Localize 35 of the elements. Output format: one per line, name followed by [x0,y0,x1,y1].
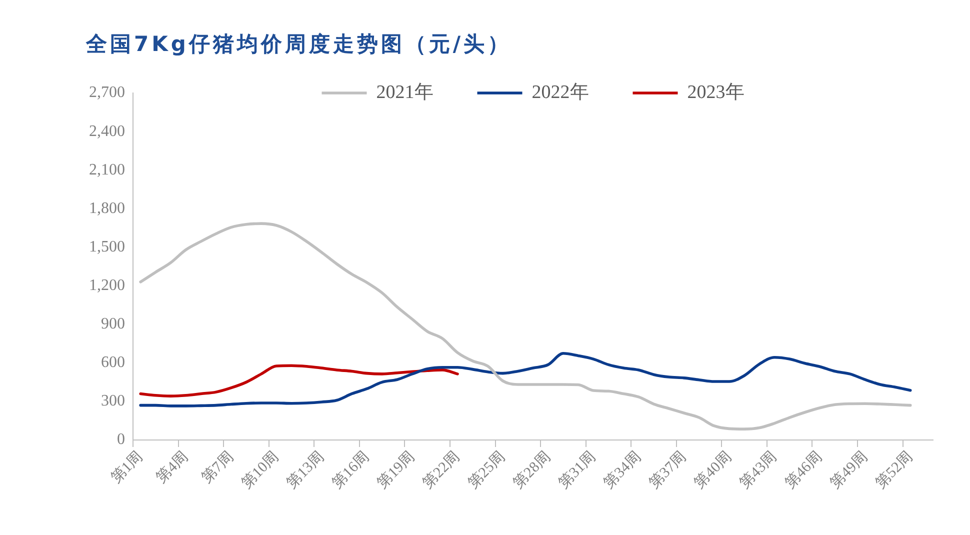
legend-label: 2021年 [376,82,434,103]
x-tick-label: 第37周 [646,448,690,492]
y-tick-label: 1,500 [89,238,125,256]
legend-label: 2023年 [687,82,744,103]
x-tick-label: 第4周 [152,448,192,486]
line-series [139,364,459,398]
y-tick-label: 300 [101,392,125,410]
x-tick-label: 第10周 [238,448,282,492]
x-tick-label: 第31周 [555,448,599,492]
x-tick-label: 第7周 [198,448,237,486]
x-tick-label: 第25周 [464,448,508,492]
x-tick-label: 第43周 [736,448,780,492]
x-tick-label: 第34周 [600,448,644,492]
x-tick-label: 第49周 [826,448,871,492]
line-series [139,352,912,408]
legend-label: 2022年 [532,82,589,103]
y-tick-label: 900 [101,316,125,333]
line-series [139,222,912,430]
x-tick-label: 第22周 [419,448,464,492]
y-tick-label: 2,400 [89,122,125,140]
chart-title: 全国7Kg仔猪均价周度走势图（元/头） [86,31,512,58]
x-tick-label: 第46周 [782,448,826,492]
x-tick-label: 第1周 [108,448,146,486]
x-tick-label: 第13周 [283,448,328,492]
x-tick-label: 第19周 [374,448,418,492]
x-tick-label: 第16周 [328,448,373,492]
x-tick-label: 第28周 [510,448,554,492]
x-tick-label: 第40周 [691,448,735,492]
y-tick-label: 600 [101,354,125,372]
y-tick-label: 1,200 [89,276,125,294]
y-tick-label: 1,800 [89,200,125,217]
y-tick-label: 0 [117,431,125,448]
y-tick-label: 2,100 [89,161,125,178]
y-tick-label: 2,700 [89,84,125,102]
x-tick-label: 第52周 [872,448,916,492]
